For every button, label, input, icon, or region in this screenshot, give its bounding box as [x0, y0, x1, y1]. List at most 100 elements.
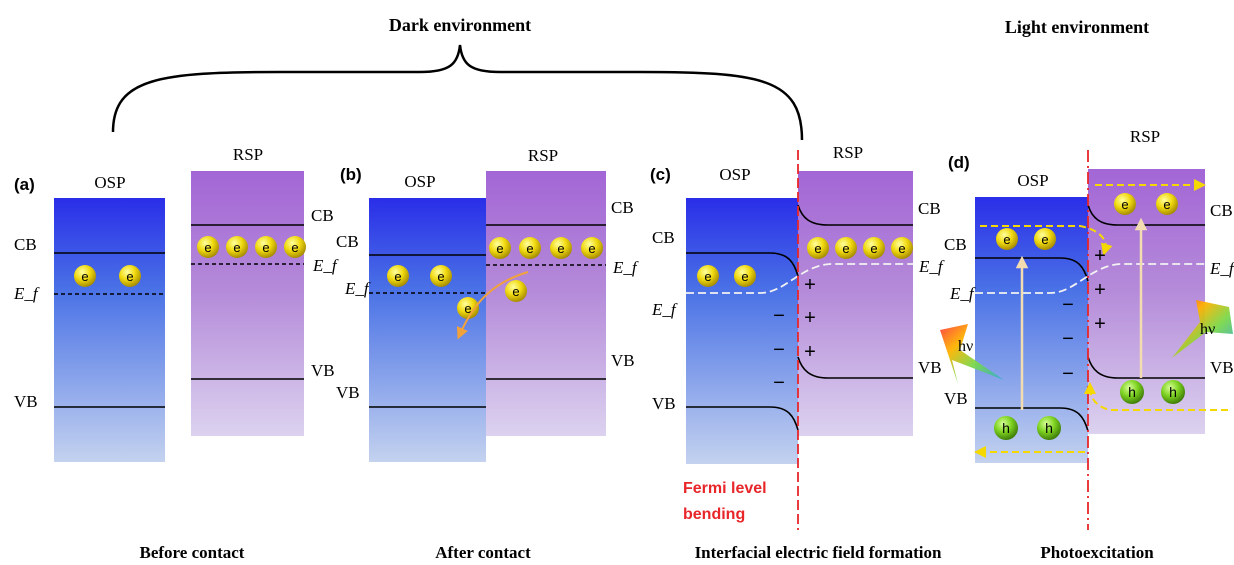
panel-a-osp-ef-label: E_f [13, 284, 40, 303]
hole: h [1120, 380, 1144, 404]
minus-charge: − [773, 339, 785, 361]
electron-label: e [437, 269, 444, 284]
plus-charge: + [1094, 313, 1106, 335]
panel-c-osp-label: OSP [719, 165, 750, 184]
panel-a-osp-cb-label: CB [14, 235, 37, 254]
panel-a: (a) OSP RSP CB E_f VB e e e e e e CB E_f… [13, 145, 339, 562]
electron: e [387, 265, 409, 287]
panel-d-holes: h h h h [994, 380, 1185, 440]
panel-b-rsp-cb-label: CB [611, 198, 634, 217]
electron-label: e [741, 269, 748, 284]
electron-transfer-arrow [456, 271, 529, 340]
panel-c-rsp-block [798, 171, 913, 436]
lightning-icon [940, 324, 1004, 384]
panel-d-charges: − − − + + + [1062, 245, 1106, 385]
electron-label: e [291, 240, 298, 255]
panel-a-rsp-block [191, 171, 304, 436]
electron: e [119, 265, 141, 287]
hole-label: h [1169, 384, 1177, 400]
panel-d-osp-vb-label: VB [944, 389, 968, 408]
hole-label: h [1128, 384, 1136, 400]
electron: e [226, 236, 248, 258]
panel-b-osp-vb-label: VB [336, 383, 360, 402]
panel-c-fermi-bending-line [686, 263, 913, 294]
electron: e [505, 280, 527, 302]
panel-c-osp-block [686, 198, 798, 464]
electron-label: e [1163, 197, 1170, 212]
electron-label: e [898, 241, 905, 256]
panel-d-electrons: e e e e [996, 193, 1178, 250]
panel-c-osp-vb-label: VB [652, 394, 676, 413]
electron: e [284, 236, 306, 258]
panel-d: (d) OSP RSP CB E_f VB CB E_f VB e e e e … [940, 127, 1234, 562]
panel-a-electrons: e e e e e e [74, 236, 306, 287]
electron-label: e [262, 240, 269, 255]
electron-label: e [526, 241, 533, 256]
panel-c-osp-cb-label: CB [652, 228, 675, 247]
electron: e [74, 265, 96, 287]
panel-c-electrons: e e e e e e [697, 237, 913, 287]
electron-label: e [126, 269, 133, 284]
electron-label: e [233, 240, 240, 255]
dark-environment-heading: Dark environment [389, 15, 531, 35]
fermi-bending-note-line1: Fermi level [683, 480, 767, 497]
electron: e [835, 237, 857, 259]
electron: e [430, 265, 452, 287]
minus-charge: − [1062, 363, 1074, 385]
panel-a-rsp-ef-label: E_f [312, 256, 339, 275]
fermi-bending-note-line2: bending [683, 506, 745, 523]
minus-charge: − [1062, 328, 1074, 350]
panel-c-label: (c) [650, 165, 671, 184]
photon-bolt-left: hν [940, 324, 1004, 384]
electron: e [996, 228, 1018, 250]
electron-label: e [1003, 232, 1010, 247]
panel-b-osp-cb-label: CB [336, 232, 359, 251]
electron-label: e [588, 241, 595, 256]
panel-d-osp-vb-bent [975, 407, 1089, 432]
photon-label-right: hν [1200, 321, 1215, 338]
panel-d-rsp-ef-label: E_f [1209, 259, 1234, 278]
panel-a-rsp-cb-label: CB [311, 206, 334, 225]
panel-b-rsp-vb-label: VB [611, 351, 635, 370]
panel-c-rsp-cb-label: CB [918, 199, 941, 218]
panel-c-rsp-vb-label: VB [918, 358, 942, 377]
panel-b-osp-ef-label: E_f [344, 279, 371, 298]
panel-d-rsp-vb-label: VB [1210, 358, 1234, 377]
panel-b-electrons: e e e e e e e e [387, 237, 603, 319]
electron: e [457, 297, 479, 319]
electron: e [1114, 193, 1136, 215]
electron: e [581, 237, 603, 259]
panel-c-rsp-vb-bent [797, 356, 913, 379]
panel-a-caption: Before contact [140, 543, 245, 562]
panel-d-rsp-label: RSP [1130, 127, 1160, 146]
hole: h [1161, 380, 1185, 404]
panel-c-osp-cb-bent [686, 252, 799, 277]
panel-c-osp-ef-label: E_f [651, 300, 678, 319]
panel-c-caption: Interfacial electric field formation [695, 543, 942, 562]
electron-label: e [704, 269, 711, 284]
plus-charge: + [804, 274, 816, 296]
panel-a-osp-vb-label: VB [14, 392, 38, 411]
minus-charge: − [1062, 294, 1074, 316]
electron: e [197, 236, 219, 258]
electron: e [489, 237, 511, 259]
minus-charge: − [773, 305, 785, 327]
electron-label: e [814, 241, 821, 256]
electron-label: e [842, 241, 849, 256]
electron: e [891, 237, 913, 259]
panel-c-rsp-label: RSP [833, 143, 863, 162]
photon-label-left: hν [958, 338, 973, 355]
panel-d-rsp-cb-label: CB [1210, 201, 1233, 220]
electron: e [734, 265, 756, 287]
electron: e [519, 237, 541, 259]
minus-charge: − [773, 372, 785, 394]
panel-d-caption: Photoexcitation [1040, 543, 1154, 562]
panel-b: (b) OSP RSP CB E_f VB e e e e e e e e CB… [336, 146, 639, 562]
panel-c-rsp-ef-label: E_f [918, 257, 945, 276]
plus-charge: + [1094, 245, 1106, 267]
panel-b-rsp-block [486, 171, 606, 436]
panel-b-osp-label: OSP [404, 172, 435, 191]
panel-b-label: (b) [340, 165, 362, 184]
panel-d-rsp-vb-bent [1087, 356, 1205, 379]
